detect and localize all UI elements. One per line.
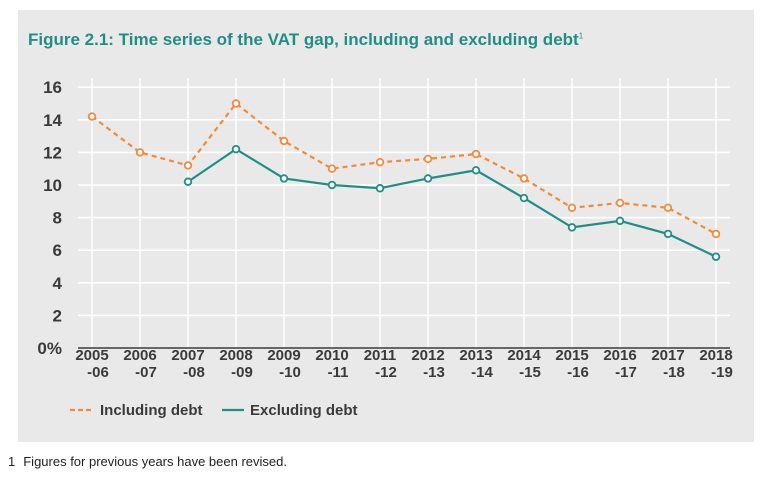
x-tick-label-suffix: -09 xyxy=(231,364,253,381)
data-point xyxy=(231,99,241,108)
data-point xyxy=(327,164,337,173)
x-tick-label-suffix: -07 xyxy=(135,364,157,381)
x-tick-label-year: 2008 xyxy=(219,347,252,364)
x-tick-label-suffix: -10 xyxy=(279,364,301,381)
data-point xyxy=(711,229,721,239)
data-point xyxy=(471,166,481,175)
y-tick-labels: 0% 2 4 6 8 10 12 14 16 xyxy=(37,78,62,358)
x-tick-label-suffix: -16 xyxy=(567,364,589,381)
data-point xyxy=(279,136,289,146)
y-tick-label: 8 xyxy=(53,209,62,228)
footnote-number: 1 xyxy=(8,454,16,469)
x-tick-label-year: 2006 xyxy=(123,347,156,364)
x-tick-label-year: 2005 xyxy=(75,347,108,364)
data-point xyxy=(375,157,385,167)
y-tick-label: 4 xyxy=(53,274,63,293)
y-tick-label: 6 xyxy=(53,241,62,260)
data-point xyxy=(663,229,673,239)
x-tick-labels: 2005-062006-072007-082008-092009-102010-… xyxy=(75,347,733,381)
x-tick-label-year: 2014 xyxy=(507,347,541,364)
x-tick-label-year: 2013 xyxy=(459,347,492,364)
y-tick-label: 2 xyxy=(53,306,62,325)
data-point xyxy=(183,161,193,170)
y-tick-label: 10 xyxy=(43,176,62,195)
x-tick-label-year: 2011 xyxy=(364,347,397,364)
data-point xyxy=(183,177,193,186)
x-tick-label-suffix: -12 xyxy=(375,364,397,381)
footnote-text: Figures for previous years have been rev… xyxy=(23,454,287,469)
x-tick-label-year: 2007 xyxy=(171,347,204,364)
data-point xyxy=(327,180,337,190)
data-point xyxy=(663,203,673,213)
data-point xyxy=(519,193,529,203)
x-tick-label-year: 2015 xyxy=(555,347,588,364)
x-tick-label-suffix: -17 xyxy=(615,364,637,381)
x-tick-label-year: 2017 xyxy=(651,347,684,364)
data-point xyxy=(87,112,97,121)
x-tick-label-suffix: -13 xyxy=(423,364,445,381)
data-point xyxy=(615,198,625,208)
data-point xyxy=(471,149,481,159)
legend-label: Including debt xyxy=(100,402,203,419)
chart-title: Figure 2.1: Time series of the VAT gap, … xyxy=(28,30,584,49)
legend-label: Excluding debt xyxy=(250,402,358,419)
x-tick-label-suffix: -08 xyxy=(183,364,205,381)
data-point xyxy=(615,216,625,226)
legend: Including debt Excluding debt xyxy=(70,402,358,419)
data-point xyxy=(375,184,385,193)
x-tick-label-year: 2016 xyxy=(603,347,636,364)
y-tick-label: 16 xyxy=(43,78,62,97)
footnote: 1 Figures for previous years have been re… xyxy=(8,454,287,469)
y-tick-label: 14 xyxy=(43,111,62,130)
x-tick-label-suffix: -15 xyxy=(519,364,541,381)
data-point xyxy=(423,174,433,183)
x-tick-label-suffix: -14 xyxy=(471,364,493,381)
x-tick-label-year: 2012 xyxy=(411,347,444,364)
x-tick-label-suffix: -18 xyxy=(663,364,685,381)
data-point xyxy=(711,252,721,261)
x-tick-label-year: 2009 xyxy=(267,347,300,364)
data-point xyxy=(135,148,145,157)
series-line-excluding-debt xyxy=(187,147,717,258)
series-lines xyxy=(87,99,721,261)
y-tick-label: 0% xyxy=(37,339,62,358)
x-tick-label-suffix: -11 xyxy=(328,364,349,381)
data-point xyxy=(231,144,241,154)
y-tick-label: 12 xyxy=(43,143,62,162)
grid-lines xyxy=(78,78,730,348)
x-tick-label-year: 2018 xyxy=(699,347,732,364)
data-point xyxy=(279,174,289,183)
title-footnote-marker: 1 xyxy=(578,31,584,41)
data-point xyxy=(567,203,577,213)
data-point xyxy=(519,174,529,183)
x-tick-label-year: 2010 xyxy=(315,347,348,364)
x-tick-label-suffix: -19 xyxy=(711,364,733,381)
data-point xyxy=(567,223,577,232)
x-tick-label-suffix: -06 xyxy=(87,364,109,381)
data-point xyxy=(423,154,433,164)
